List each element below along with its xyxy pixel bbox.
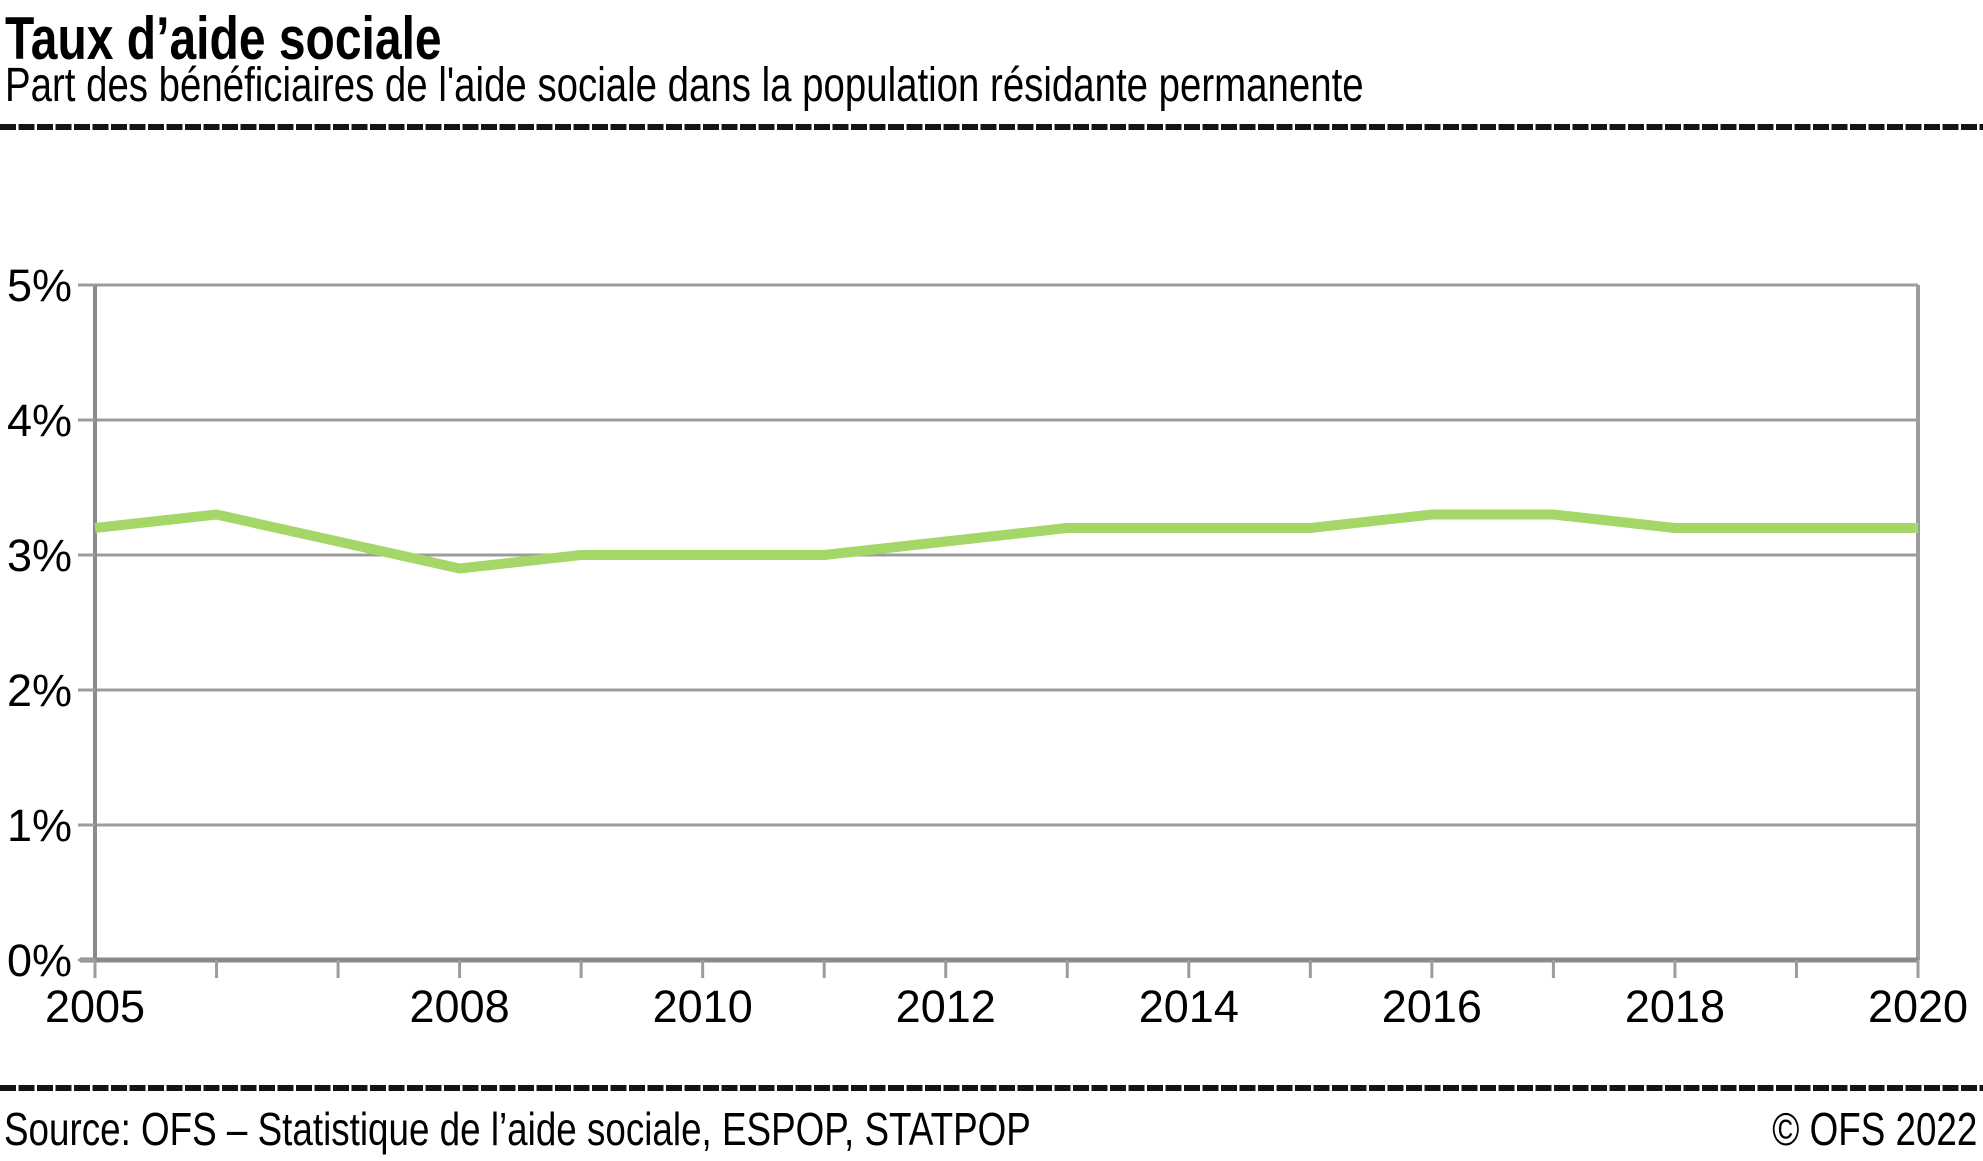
- x-tick-label-2016: 2016: [1382, 981, 1482, 1032]
- page-subtitle: Part des bénéficiaires de l'aide sociale…: [5, 58, 1703, 113]
- y-tick-label-5: 5%: [7, 260, 72, 311]
- y-tick-label-3: 3%: [7, 530, 72, 581]
- x-tick-label-2008: 2008: [410, 981, 510, 1032]
- page-title: Taux d’aide sociale: [5, 4, 551, 73]
- page-title-text: Taux d’aide sociale: [5, 5, 442, 72]
- y-tick-label-4: 4%: [7, 395, 72, 446]
- y-tick-label-0: 0%: [7, 935, 72, 986]
- copyright-note: © OFS 2022: [1721, 1102, 1977, 1156]
- x-tick-label-2018: 2018: [1625, 981, 1725, 1032]
- x-tick-label-2020: 2020: [1868, 981, 1968, 1032]
- x-tick-label-2010: 2010: [653, 981, 753, 1032]
- copyright-note-text: © OFS 2022: [1771, 1103, 1977, 1155]
- data-series-line-0: [94, 509, 1918, 574]
- page-subtitle-text: Part des bénéficiaires de l'aide sociale…: [5, 59, 1364, 112]
- source-note: Source: OFS – Statistique de l’aide soci…: [4, 1102, 1288, 1156]
- x-tick-label-2014: 2014: [1139, 981, 1239, 1032]
- x-tick-label-2005: 2005: [45, 981, 145, 1032]
- y-tick-label-2: 2%: [7, 665, 72, 716]
- x-tick-label-2012: 2012: [896, 981, 996, 1032]
- y-tick-label-1: 1%: [7, 800, 72, 851]
- footer-divider-rule: [0, 1085, 1983, 1091]
- source-note-text: Source: OFS – Statistique de l’aide soci…: [4, 1103, 1031, 1155]
- header-divider-rule: [0, 124, 1983, 130]
